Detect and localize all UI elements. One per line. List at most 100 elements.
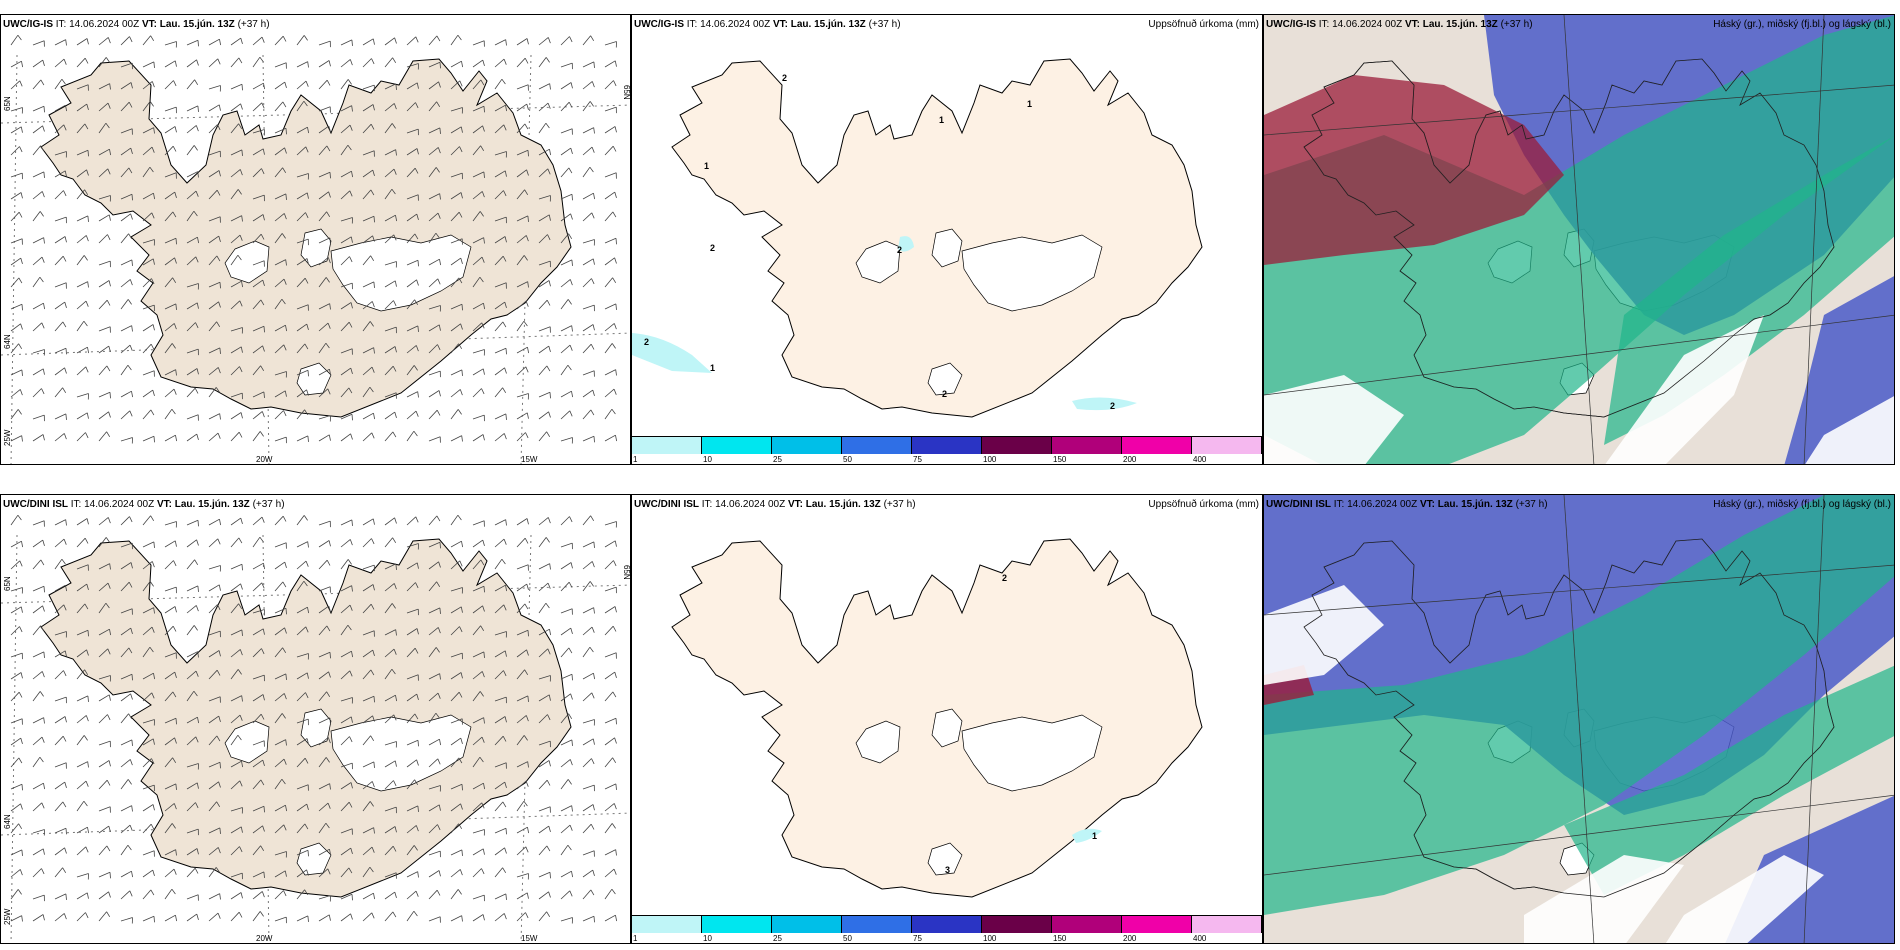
wind-barb-feather — [282, 581, 287, 588]
wind-barb-feather — [281, 713, 286, 719]
wind-barb-feather — [193, 690, 198, 697]
wind-barb — [582, 409, 595, 420]
wind-barb — [274, 35, 287, 46]
wind-barb — [406, 410, 419, 420]
wind-barb — [472, 368, 485, 376]
wind-barb-feather — [260, 714, 265, 720]
wind-barb — [10, 606, 23, 614]
wind-barb-feather — [414, 299, 419, 306]
wind-barb — [494, 321, 507, 332]
wind-barb — [362, 58, 375, 68]
contour-label: 2 — [897, 245, 903, 255]
wind-barb-feather — [479, 276, 484, 283]
wind-barb-shaft — [538, 280, 550, 288]
wind-barb-shaft — [32, 256, 43, 266]
wind-barb-shaft — [472, 171, 485, 178]
wind-barb-feather — [107, 648, 111, 655]
wind-barb-feather — [42, 59, 45, 67]
wind-barb-shaft — [208, 565, 221, 570]
it-value: 14.06.2024 00Z — [84, 499, 155, 510]
wind-barb-shaft — [32, 829, 45, 834]
wind-barb — [120, 627, 133, 636]
panel-header: UWC/DINI ISL IT: 14.06.2024 00Z VT: Lau.… — [632, 495, 1262, 515]
wind-barb-shaft — [274, 916, 287, 922]
wind-barb-shaft — [538, 871, 551, 878]
wind-barb-feather — [593, 436, 595, 443]
wind-barb-shaft — [538, 891, 549, 900]
wind-barb — [54, 604, 67, 614]
wind-barb-feather — [20, 803, 23, 810]
wind-barb-shaft — [76, 761, 88, 768]
wind-barb — [164, 343, 176, 354]
wind-barb-shaft — [230, 695, 242, 702]
wind-barb-feather — [131, 194, 133, 201]
colorbar-tick-label: 1 — [633, 455, 638, 464]
wind-barb-feather — [85, 846, 89, 853]
wind-barb — [274, 233, 286, 244]
wind-barb-shaft — [76, 235, 87, 244]
wind-barb-feather — [305, 626, 309, 633]
wind-barb-feather — [39, 756, 44, 763]
wind-barb — [142, 646, 154, 658]
wind-barb — [230, 734, 242, 746]
wind-barb-feather — [592, 804, 595, 811]
wind-barb-feather — [505, 585, 507, 592]
wind-barb-shaft — [472, 894, 485, 900]
wind-barb-shaft — [428, 627, 439, 636]
wind-barb-feather — [260, 234, 265, 240]
wind-barb-shaft — [208, 216, 221, 222]
wind-barb-feather — [41, 322, 45, 329]
vt-label: VT: — [787, 499, 803, 510]
wind-barb-shaft — [230, 103, 241, 112]
wind-barb — [494, 631, 507, 638]
wind-barb-feather — [305, 212, 309, 219]
wind-barb-shaft — [32, 434, 44, 442]
wind-barb — [120, 410, 133, 420]
wind-barb-feather — [505, 39, 507, 46]
wind-barb — [582, 324, 595, 332]
wind-barb-shaft — [362, 412, 374, 420]
wind-barb-shaft — [560, 713, 569, 724]
wind-barb-feather — [62, 387, 67, 394]
wind-barb-shaft — [494, 124, 505, 134]
wind-barb — [450, 369, 463, 376]
wind-barb-shaft — [98, 148, 110, 156]
wind-barb-feather — [262, 279, 265, 287]
wind-barb — [142, 869, 155, 878]
wind-barb — [230, 431, 243, 442]
wind-barb-feather — [415, 345, 419, 352]
wind-barb — [142, 192, 155, 200]
wind-barb-feather — [109, 149, 111, 156]
wind-barb-feather — [64, 236, 67, 243]
wind-barb-feather — [391, 603, 396, 609]
wind-barb — [516, 366, 529, 376]
wind-barb-feather — [238, 537, 243, 544]
wind-barb — [340, 624, 352, 636]
wind-barb-shaft — [582, 823, 592, 834]
wind-barb — [516, 892, 529, 900]
wind-barb-feather — [41, 671, 45, 678]
wind-barb-feather — [504, 367, 507, 374]
wind-barb-shaft — [120, 213, 131, 222]
wind-barb-shaft — [120, 36, 130, 46]
wind-barb-feather — [481, 868, 485, 875]
wind-barb-shaft — [120, 542, 133, 548]
wind-barb-shaft — [10, 80, 21, 90]
wind-barb — [186, 145, 198, 156]
wind-barb — [76, 912, 89, 922]
wind-barb-shaft — [32, 717, 44, 724]
wind-barb-feather — [65, 828, 67, 835]
wind-barb — [164, 106, 177, 114]
wind-barb-shaft — [450, 757, 460, 768]
wind-barb-shaft — [142, 61, 155, 68]
wind-barb-shaft — [230, 826, 242, 834]
wind-barb-shaft — [208, 255, 218, 266]
wind-barb — [472, 736, 485, 746]
wind-barb-shaft — [318, 79, 328, 90]
wind-barb-shaft — [604, 145, 614, 156]
wind-barb — [318, 60, 331, 68]
wind-barb — [54, 827, 67, 835]
wind-barb — [164, 145, 177, 156]
wind-barb-shaft — [428, 258, 440, 266]
wind-barb-shaft — [604, 606, 616, 614]
